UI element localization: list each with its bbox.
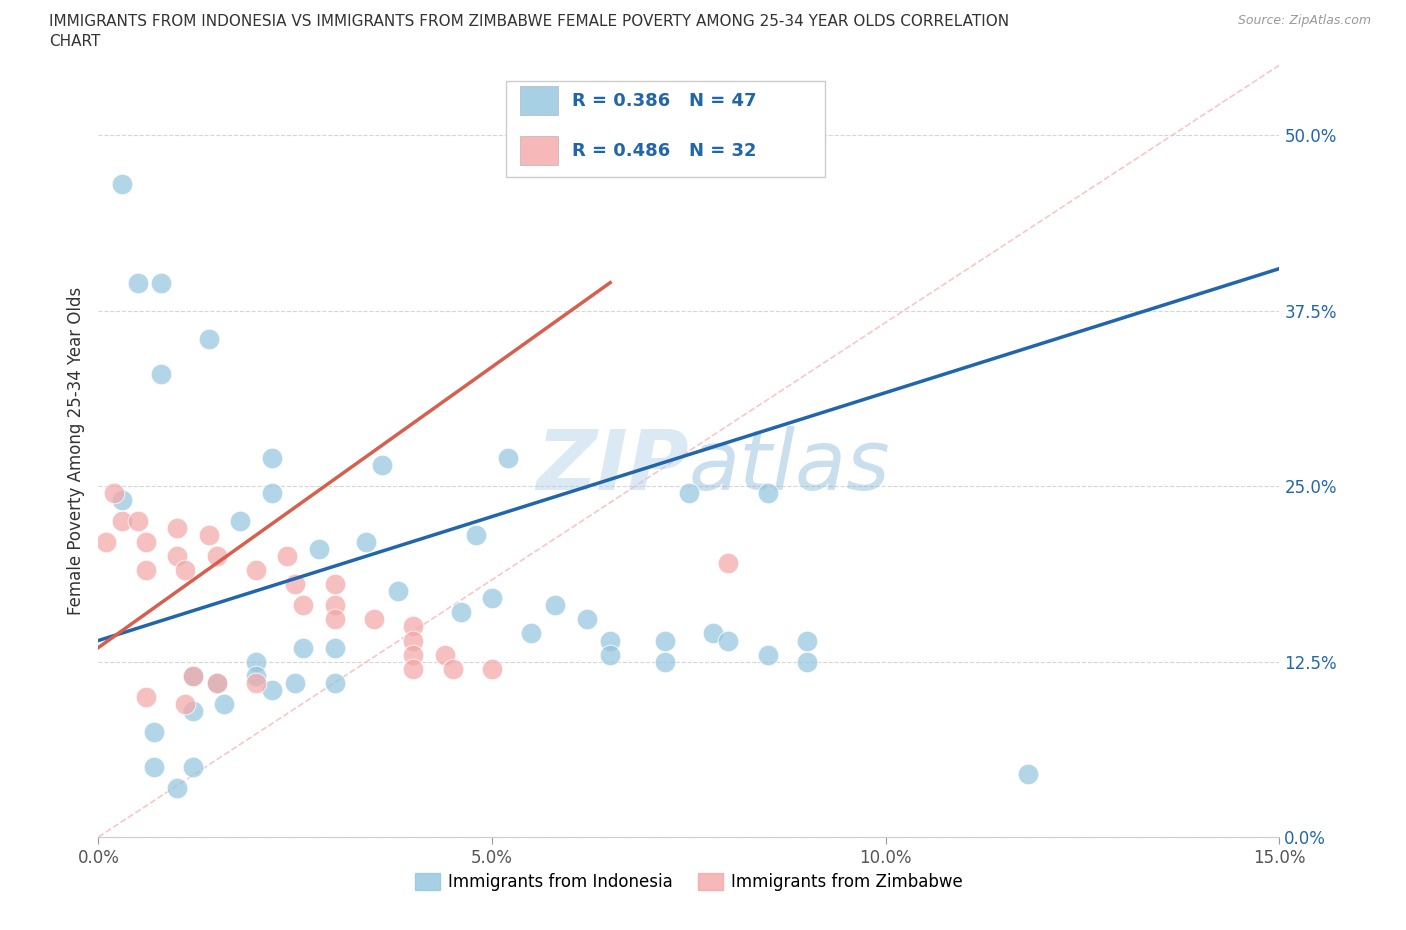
- Point: [205, 675, 228, 690]
- Point: [135, 563, 157, 578]
- Point: [142, 760, 165, 775]
- Text: R = 0.386   N = 47: R = 0.386 N = 47: [572, 92, 756, 110]
- Point: [654, 633, 676, 648]
- Point: [599, 647, 621, 662]
- Point: [127, 513, 149, 528]
- Point: [481, 661, 503, 676]
- Point: [496, 451, 519, 466]
- Point: [260, 485, 283, 500]
- Point: [323, 640, 346, 655]
- Bar: [520, 86, 558, 115]
- Point: [260, 683, 283, 698]
- Point: [465, 528, 488, 543]
- Point: [150, 275, 173, 290]
- Point: [205, 675, 228, 690]
- Text: R = 0.486   N = 32: R = 0.486 N = 32: [572, 141, 756, 160]
- Point: [323, 612, 346, 627]
- Point: [441, 661, 464, 676]
- Point: [402, 647, 425, 662]
- Point: [181, 668, 204, 683]
- Point: [654, 654, 676, 669]
- Text: atlas: atlas: [689, 426, 890, 507]
- Point: [135, 689, 157, 704]
- Point: [181, 703, 204, 718]
- Point: [756, 647, 779, 662]
- Text: Source: ZipAtlas.com: Source: ZipAtlas.com: [1237, 14, 1371, 27]
- Point: [402, 661, 425, 676]
- Point: [575, 612, 598, 627]
- Point: [135, 535, 157, 550]
- Point: [292, 640, 315, 655]
- Point: [229, 513, 252, 528]
- Point: [260, 451, 283, 466]
- Point: [363, 612, 385, 627]
- Y-axis label: Female Poverty Among 25-34 Year Olds: Female Poverty Among 25-34 Year Olds: [66, 287, 84, 615]
- Bar: [520, 136, 558, 166]
- Point: [174, 563, 197, 578]
- Point: [354, 535, 377, 550]
- Point: [702, 626, 724, 641]
- Point: [387, 584, 409, 599]
- Point: [520, 626, 543, 641]
- Point: [245, 668, 267, 683]
- Point: [214, 697, 236, 711]
- Point: [308, 542, 330, 557]
- Point: [142, 724, 165, 739]
- Point: [450, 605, 472, 620]
- Point: [276, 549, 298, 564]
- Point: [111, 513, 134, 528]
- Point: [166, 521, 188, 536]
- Point: [111, 493, 134, 508]
- Point: [197, 528, 219, 543]
- Point: [127, 275, 149, 290]
- Text: IMMIGRANTS FROM INDONESIA VS IMMIGRANTS FROM ZIMBABWE FEMALE POVERTY AMONG 25-34: IMMIGRANTS FROM INDONESIA VS IMMIGRANTS …: [49, 14, 1010, 29]
- Point: [174, 697, 197, 711]
- Point: [796, 633, 818, 648]
- Legend: Immigrants from Indonesia, Immigrants from Zimbabwe: Immigrants from Indonesia, Immigrants fr…: [408, 867, 970, 898]
- Point: [181, 668, 204, 683]
- Point: [678, 485, 700, 500]
- Point: [197, 331, 219, 346]
- Point: [323, 577, 346, 591]
- Point: [284, 675, 307, 690]
- Point: [181, 760, 204, 775]
- Point: [103, 485, 125, 500]
- Point: [245, 654, 267, 669]
- Point: [371, 458, 394, 472]
- Bar: [506, 81, 825, 177]
- Point: [245, 563, 267, 578]
- Point: [166, 780, 188, 795]
- Point: [481, 591, 503, 605]
- Point: [111, 177, 134, 192]
- Point: [205, 549, 228, 564]
- Point: [245, 675, 267, 690]
- Point: [717, 633, 740, 648]
- Point: [284, 577, 307, 591]
- Point: [292, 598, 315, 613]
- Point: [756, 485, 779, 500]
- Point: [166, 549, 188, 564]
- Point: [96, 535, 118, 550]
- Point: [433, 647, 456, 662]
- Point: [323, 598, 346, 613]
- Point: [544, 598, 567, 613]
- Point: [599, 633, 621, 648]
- Point: [1017, 766, 1039, 781]
- Text: ZIP: ZIP: [536, 426, 689, 507]
- Point: [717, 556, 740, 571]
- Text: CHART: CHART: [49, 34, 101, 49]
- Point: [402, 619, 425, 634]
- Point: [402, 633, 425, 648]
- Point: [150, 366, 173, 381]
- Point: [323, 675, 346, 690]
- Point: [796, 654, 818, 669]
